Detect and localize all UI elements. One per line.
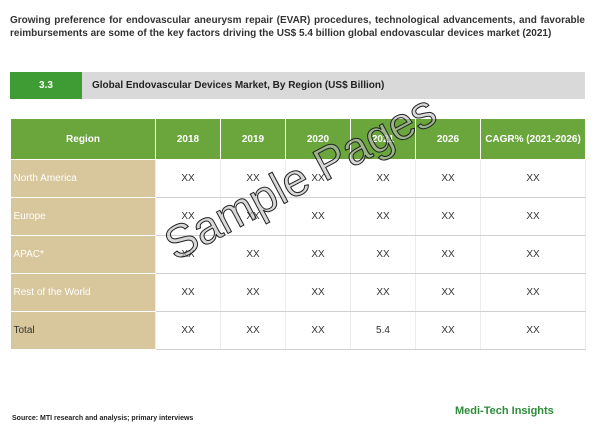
value-cell: XX — [415, 159, 481, 198]
value-cell: XX — [285, 159, 351, 198]
value-cell: XX — [220, 273, 286, 312]
header-cell: 2026 — [415, 118, 481, 160]
value-cell: XX — [220, 235, 286, 274]
value-cell: XX — [480, 159, 586, 198]
value-cell: XX — [350, 273, 416, 312]
header-cell: 2021 — [350, 118, 416, 160]
table-row: North America XX XX XX XX XX XX — [10, 159, 586, 198]
region-cell: Europe — [10, 197, 156, 236]
region-cell: APAC* — [10, 235, 156, 274]
value-cell: XX — [220, 159, 286, 198]
section-title: Global Endovascular Devices Market, By R… — [82, 72, 585, 99]
value-cell: XX — [155, 311, 221, 350]
value-cell: XX — [285, 235, 351, 274]
header-row: Region 2018 2019 2020 2021 2026 CAGR% (2021-20… — [10, 118, 586, 160]
table-row: Europe XX XX XX XX XX XX — [10, 197, 586, 236]
value-cell: XX — [285, 311, 351, 350]
section-number: 3.3 — [10, 72, 82, 99]
value-cell: XX — [480, 273, 586, 312]
value-cell: XX — [220, 311, 286, 350]
table-row: APAC* XX XX XX XX XX XX — [10, 235, 586, 274]
value-cell: XX — [155, 159, 221, 198]
value-cell: XX — [415, 197, 481, 236]
value-cell: XX — [480, 311, 586, 350]
value-cell: 5.4 — [350, 311, 416, 350]
value-cell: XX — [350, 159, 416, 198]
source-note: Source: MTI research and analysis; prima… — [12, 415, 194, 422]
header-cell: 2020 — [285, 118, 351, 160]
value-cell: XX — [415, 311, 481, 350]
value-cell: XX — [415, 273, 481, 312]
value-cell: XX — [415, 235, 481, 274]
value-cell: XX — [220, 197, 286, 236]
table-row: Rest of the World XX XX XX XX XX XX — [10, 273, 586, 312]
value-cell: XX — [350, 197, 416, 236]
header-cell: 2019 — [220, 118, 286, 160]
value-cell: XX — [155, 235, 221, 274]
brand-logo: Medi-Tech Insights — [455, 405, 554, 417]
value-cell: XX — [480, 235, 586, 274]
value-cell: XX — [480, 197, 586, 236]
value-cell: XX — [155, 197, 221, 236]
header-cell: CAGR% (2021-2026) — [480, 118, 586, 160]
value-cell: XX — [285, 197, 351, 236]
value-cell: XX — [350, 235, 416, 274]
intro-text: Growing preference for endovascular aneu… — [10, 15, 585, 39]
header-cell: 2018 — [155, 118, 221, 160]
region-cell: Rest of the World — [10, 273, 156, 312]
value-cell: XX — [155, 273, 221, 312]
region-cell: North America — [10, 159, 156, 198]
region-cell: Total — [10, 311, 156, 350]
data-table: Region 2018 2019 2020 2021 2026 CAGR% (2021-20… — [10, 118, 586, 350]
header-cell: Region — [10, 118, 156, 160]
value-cell: XX — [285, 273, 351, 312]
table-row: Total XX XX XX 5.4 XX XX — [10, 311, 586, 350]
